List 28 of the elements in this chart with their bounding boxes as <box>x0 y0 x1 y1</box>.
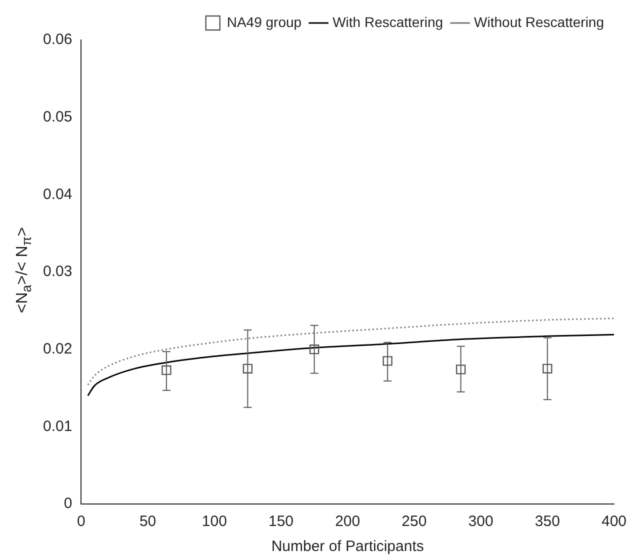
legend-label: NA49 group <box>226 14 302 30</box>
x-tick-label: 100 <box>202 513 227 530</box>
point <box>542 364 552 374</box>
y-tick-label: 0 <box>64 495 72 512</box>
line-series <box>87 318 614 386</box>
y-tick-label: 0.01 <box>42 418 72 435</box>
point <box>242 364 253 374</box>
x-tick-label: 0 <box>77 513 86 530</box>
point <box>382 356 392 366</box>
x-tick-label: 250 <box>402 513 427 530</box>
legend-label: Without Rescattering <box>474 14 604 30</box>
y-tick-label: 0.02 <box>42 340 72 358</box>
y-tick-label: 0.05 <box>42 108 72 126</box>
x-axis-title: Number of Participants <box>271 538 424 556</box>
x-tick-label: 200 <box>335 513 360 530</box>
x-tick-label: 400 <box>601 513 627 530</box>
y-tick-label: 0.03 <box>42 263 72 280</box>
point <box>456 364 466 374</box>
x-tick-label: 350 <box>534 513 560 530</box>
point <box>162 365 172 376</box>
y-tick-label: 0.04 <box>42 186 72 203</box>
x-tick-label: 300 <box>468 513 494 530</box>
y-tick-label: 0.06 <box>42 31 72 48</box>
point <box>309 344 320 354</box>
x-tick-label: 150 <box>268 513 294 530</box>
line-series <box>87 334 614 396</box>
x-tick-label: 50 <box>139 513 156 530</box>
legend-label: With Rescattering <box>332 14 444 30</box>
